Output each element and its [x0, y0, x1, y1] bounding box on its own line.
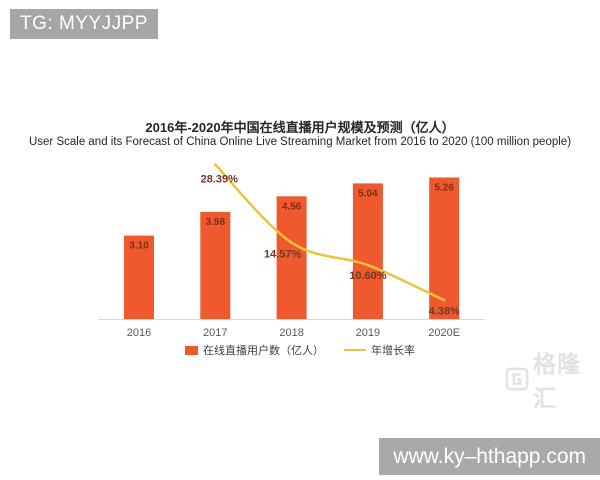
- legend-line-swatch: [344, 349, 366, 351]
- x-tick-label-2017: 2017: [203, 327, 227, 339]
- legend-item-growth: 年增长率: [344, 342, 415, 358]
- chart-title: 2016年-2020年中国在线直播用户规模及预测（亿人）: [145, 120, 455, 135]
- growth-line: [214, 163, 446, 302]
- gelonghui-logo-icon: [505, 367, 529, 391]
- x-tick-label-2018: 2018: [279, 327, 303, 339]
- growth-label-2018: 14.57%: [264, 249, 302, 261]
- legend-line-label: 年增长率: [371, 345, 415, 357]
- chart-legend: 在线直播用户数（亿人） 年增长率: [0, 342, 600, 358]
- chart-subtitle: User Scale and its Forecast of China Onl…: [28, 136, 572, 148]
- legend-bar-label: 在线直播用户数（亿人）: [203, 345, 324, 357]
- legend-item-users: 在线直播用户数（亿人）: [185, 342, 324, 358]
- legend-bar-swatch: [185, 345, 198, 355]
- growth-label-2020E: 4.38%: [429, 305, 460, 317]
- x-tick-label-2019: 2019: [356, 327, 380, 339]
- bar-2016: [124, 235, 154, 319]
- bar-value-label-2017: 3.98: [206, 217, 226, 228]
- gelonghui-logo-text: 格隆汇: [533, 351, 582, 411]
- url-watermark-badge: www.ky–hthapp.com: [379, 438, 600, 475]
- tg-watermark-badge: TG: MYYJJPP: [10, 9, 158, 39]
- bar-2020E: [429, 177, 460, 319]
- x-tick-label-2016: 2016: [127, 327, 151, 339]
- growth-label-2019: 10.60%: [349, 270, 387, 282]
- bar-2017: [200, 211, 231, 319]
- x-tick-label-2020E: 2020E: [428, 327, 460, 339]
- growth-label-2017: 28.39%: [201, 174, 239, 186]
- bar-2019: [352, 183, 383, 319]
- bar-value-label-2016: 3.10: [129, 241, 149, 252]
- bar-value-label-2018: 4.56: [282, 201, 302, 212]
- gelonghui-watermark: 格隆汇: [505, 345, 600, 413]
- bar-value-label-2019: 5.04: [358, 188, 378, 199]
- bar-2018: [276, 196, 307, 319]
- bar-value-label-2020E: 5.26: [434, 183, 454, 194]
